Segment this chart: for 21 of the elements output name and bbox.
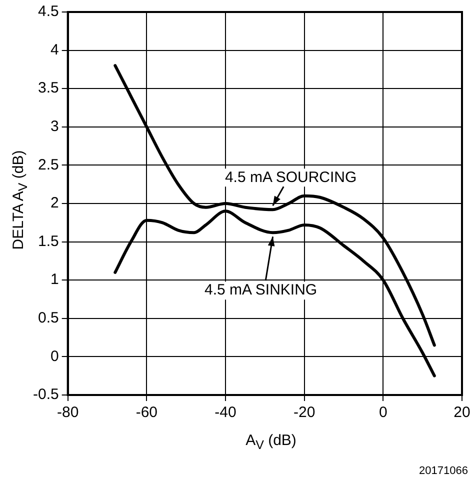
y-tick-label: 3.5 [38,80,59,97]
y-tick-label: 4.5 [38,3,59,20]
series-label: 4.5 mA SOURCING [224,168,357,186]
y-tick-label: -0.5 [32,386,59,404]
y-tick-label: 2 [50,194,59,212]
text: 4.5 mA SINKING [204,282,318,299]
y-tick-label: 0.5 [38,310,59,327]
y-tick-label: 2.5 [38,156,59,174]
x-tick-label: -40 [214,404,236,422]
y-tick-label: 3 [50,118,59,136]
x-tick-label: 0 [379,404,388,422]
x-tick-label: -60 [136,404,158,422]
y-tick-label: 4 [50,41,59,58]
x-tick-label: -80 [57,404,79,422]
y-tick-label: 1 [50,271,59,288]
x-tick-label: 20 [454,404,470,422]
x-axis-title: A$_{V}$ (dB) [246,432,296,452]
text: 20171066 [419,465,468,477]
y-tick-label: 1.5 [38,232,59,250]
x-tick-label: -20 [293,404,316,422]
y-tick-label: 0 [50,348,59,365]
